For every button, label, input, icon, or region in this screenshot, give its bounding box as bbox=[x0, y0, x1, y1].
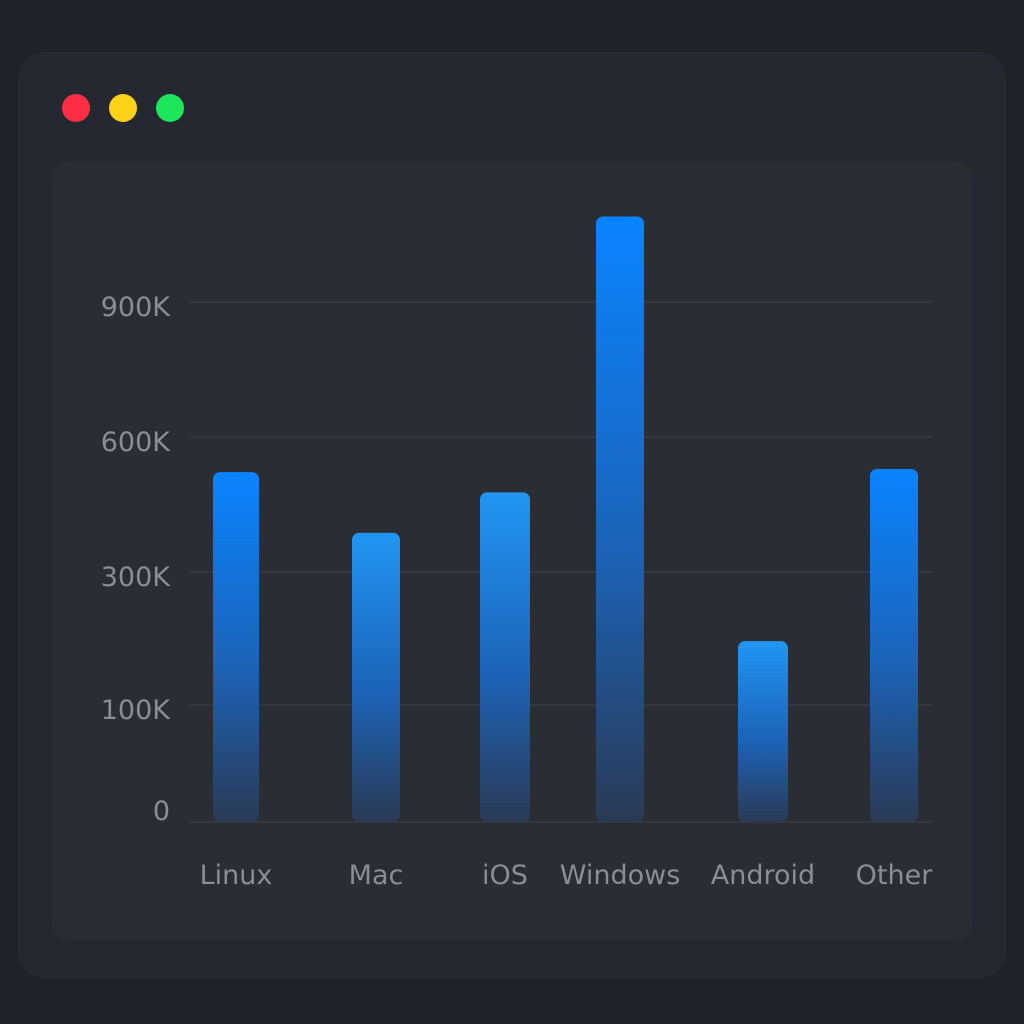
minimize-button[interactable] bbox=[109, 94, 137, 122]
bar-ios bbox=[480, 492, 530, 822]
bar-android bbox=[738, 641, 788, 822]
zoom-button[interactable] bbox=[156, 94, 184, 122]
window-controls bbox=[62, 94, 184, 122]
x-tick-label: Other bbox=[856, 860, 934, 891]
x-tick-label: Linux bbox=[200, 860, 273, 891]
y-tick-label: 600K bbox=[101, 427, 172, 458]
x-tick-label: Windows bbox=[560, 860, 681, 891]
y-tick-label: 300K bbox=[101, 562, 172, 593]
y-tick-label: 0 bbox=[153, 796, 170, 827]
bar-mac bbox=[352, 532, 400, 822]
x-tick-label: Mac bbox=[349, 860, 404, 891]
y-tick-label: 900K bbox=[101, 292, 172, 323]
x-tick-label: iOS bbox=[482, 860, 528, 891]
bar-linux bbox=[213, 472, 259, 822]
x-axis-labels: Linux Mac iOS Windows Android Other bbox=[200, 860, 934, 891]
close-button[interactable] bbox=[62, 94, 90, 122]
y-tick-label: 100K bbox=[101, 695, 172, 726]
y-axis-labels: 0 100K 300K 600K 900K bbox=[101, 292, 172, 827]
bars bbox=[213, 216, 918, 822]
bar-windows bbox=[596, 216, 644, 822]
x-tick-label: Android bbox=[711, 860, 815, 891]
bar-other bbox=[870, 468, 918, 822]
grid-lines bbox=[190, 301, 932, 823]
